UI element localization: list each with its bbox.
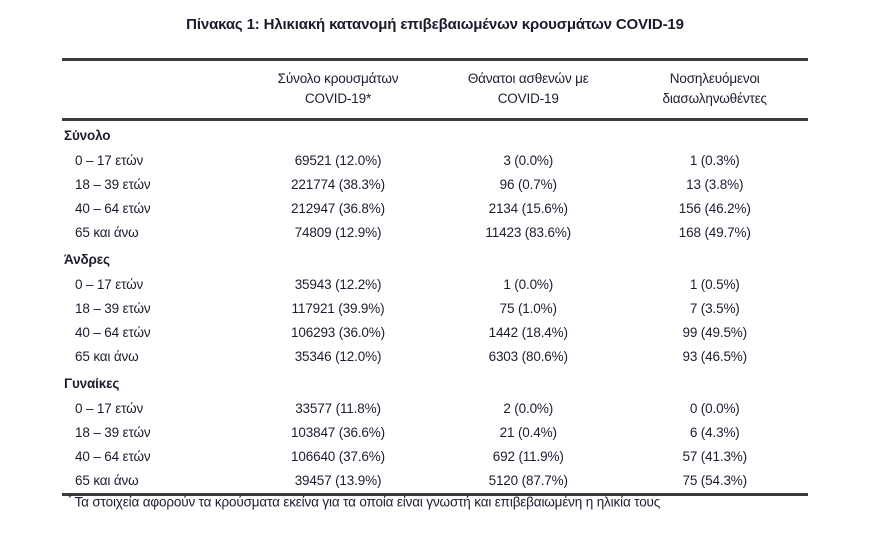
cell-intubated: 1 (0.3%)	[689, 153, 740, 168]
table-row: 18 – 39 ετών 117921 (39.9%) 75 (1.0%) 7 …	[62, 297, 808, 321]
cell-deaths: 75 (1.0%)	[499, 301, 557, 316]
table-row: 65 και άνω 74809 (12.9%) 11423 (83.6%) 1…	[62, 221, 808, 245]
cell-cases: 35346 (12.0%)	[294, 349, 382, 364]
age-label: 40 – 64 ετών	[75, 201, 151, 216]
age-label: 65 και άνω	[75, 349, 139, 364]
cell-deaths: 11423 (83.6%)	[485, 225, 572, 240]
cell-intubated: 6 (4.3%)	[689, 425, 740, 440]
cell-intubated: 75 (54.3%)	[682, 473, 748, 488]
footnote-text: Τα στοιχεία αφορούν τα κρούσματα εκείνα …	[74, 494, 661, 510]
cell-deaths: 96 (0.7%)	[499, 177, 557, 192]
cell-cases: 33577 (11.8%)	[295, 401, 381, 416]
table-row: 40 – 64 ετών 106640 (37.6%) 692 (11.9%) …	[62, 445, 808, 469]
table-row: 0 – 17 ετών 33577 (11.8%) 2 (0.0%) 0 (0.…	[62, 397, 808, 421]
cell-intubated: 0 (0.0%)	[689, 401, 740, 416]
table-header: Σύνολο κρουσμάτων COVID-19* Θάνατοι ασθε…	[62, 60, 808, 120]
section-label: Σύνολο	[64, 128, 111, 143]
cell-cases: 35943 (12.2%)	[294, 277, 382, 292]
cell-deaths: 2 (0.0%)	[503, 401, 554, 416]
age-label: 18 – 39 ετών	[75, 301, 151, 316]
section-row-total: Σύνολο	[62, 120, 808, 150]
cell-deaths: 1442 (18.4%)	[488, 325, 568, 340]
covid-age-table-block: Σύνολο κρουσμάτων COVID-19* Θάνατοι ασθε…	[62, 58, 808, 496]
cell-cases: 106293 (36.0%)	[291, 325, 385, 340]
section-label: Γυναίκες	[64, 376, 120, 391]
cell-cases: 69521 (12.0%)	[294, 153, 382, 168]
age-label: 40 – 64 ετών	[75, 449, 151, 464]
cell-intubated: 156 (46.2%)	[678, 201, 751, 216]
table-row: 40 – 64 ετών 212947 (36.8%) 2134 (15.6%)…	[62, 197, 808, 221]
cell-deaths: 3 (0.0%)	[503, 153, 554, 168]
age-label: 65 και άνω	[75, 473, 139, 488]
table-body: Σύνολο 0 – 17 ετών 69521 (12.0%) 3 (0.0%…	[62, 120, 808, 495]
cell-cases: 212947 (36.8%)	[291, 201, 385, 216]
table-row: 65 και άνω 39457 (13.9%) 5120 (87.7%) 75…	[62, 469, 808, 495]
cell-intubated: 99 (49.5%)	[682, 325, 748, 340]
cell-intubated: 1 (0.5%)	[689, 277, 740, 292]
footnote: * Τα στοιχεία αφορούν τα κρούσματα εκείνα…	[68, 493, 808, 510]
cell-cases: 221774 (38.3%)	[291, 177, 385, 192]
cell-intubated: 57 (41.3%)	[682, 449, 748, 464]
cell-cases: 117921 (39.9%)	[291, 301, 385, 316]
age-label: 40 – 64 ετών	[75, 325, 151, 340]
section-row-women: Γυναίκες	[62, 369, 808, 397]
header-row: Σύνολο κρουσμάτων COVID-19* Θάνατοι ασθε…	[62, 60, 808, 120]
table-row: 0 – 17 ετών 35943 (12.2%) 1 (0.0%) 1 (0.…	[62, 273, 808, 297]
age-label: 0 – 17 ετών	[75, 153, 144, 168]
cell-cases: 74809 (12.9%)	[294, 225, 382, 240]
cell-cases: 106640 (37.6%)	[291, 449, 385, 464]
cell-deaths: 5120 (87.7%)	[488, 473, 568, 488]
cell-deaths: 21 (0.4%)	[499, 425, 557, 440]
age-label: 0 – 17 ετών	[75, 401, 144, 416]
age-label: 18 – 39 ετών	[75, 177, 151, 192]
cell-deaths: 692 (11.9%)	[492, 449, 564, 464]
cell-deaths: 1 (0.0%)	[503, 277, 554, 292]
age-label: 0 – 17 ετών	[75, 277, 144, 292]
table-row: 18 – 39 ετών 221774 (38.3%) 96 (0.7%) 13…	[62, 173, 808, 197]
footnote-asterisk: *	[68, 493, 72, 504]
section-label: Άνδρες	[64, 252, 110, 267]
table-row: 65 και άνω 35346 (12.0%) 6303 (80.6%) 93…	[62, 345, 808, 369]
age-label: 65 και άνω	[75, 225, 139, 240]
header-intubated: Νοσηλευόμενοι διασωληνωθέντες	[662, 71, 768, 106]
header-empty-cell	[62, 60, 241, 120]
table-title: Πίνακας 1: Ηλικιακή κατανομή επιβεβαιωμέ…	[186, 16, 684, 33]
table-row: 40 – 64 ετών 106293 (36.0%) 1442 (18.4%)…	[62, 321, 808, 345]
cell-deaths: 6303 (80.6%)	[488, 349, 568, 364]
table-row: 18 – 39 ετών 103847 (36.6%) 21 (0.4%) 6 …	[62, 421, 808, 445]
cell-intubated: 7 (3.5%)	[689, 301, 740, 316]
cell-deaths: 2134 (15.6%)	[488, 201, 568, 216]
cell-cases: 39457 (13.9%)	[294, 473, 382, 488]
header-deaths: Θάνατοι ασθενών με COVID-19	[467, 71, 589, 106]
table-row: 0 – 17 ετών 69521 (12.0%) 3 (0.0%) 1 (0.…	[62, 149, 808, 173]
age-label: 18 – 39 ετών	[75, 425, 151, 440]
cell-cases: 103847 (36.6%)	[291, 425, 385, 440]
cell-intubated: 93 (46.5%)	[682, 349, 748, 364]
cell-intubated: 168 (49.7%)	[678, 225, 751, 240]
section-row-men: Άνδρες	[62, 245, 808, 273]
header-total-cases: Σύνολο κρουσμάτων COVID-19*	[277, 71, 399, 106]
cell-intubated: 13 (3.8%)	[686, 177, 744, 192]
covid-age-table: Σύνολο κρουσμάτων COVID-19* Θάνατοι ασθε…	[62, 58, 808, 496]
